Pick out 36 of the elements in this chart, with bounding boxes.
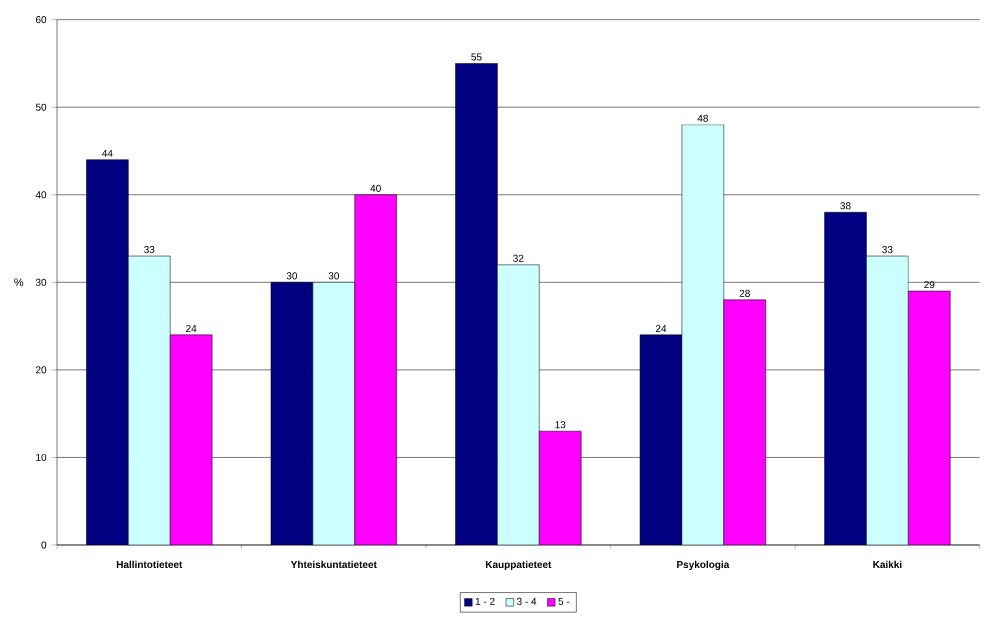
- data-label: 33: [882, 246, 893, 254]
- data-label: 13: [555, 421, 566, 429]
- legend-label: 1 - 2: [475, 597, 495, 605]
- y-tick-label: 20: [35, 366, 47, 374]
- y-tick-label: 10: [36, 453, 47, 461]
- bar: [539, 430, 582, 545]
- legend-label: 5 -: [558, 597, 570, 605]
- y-tick-label: 30: [35, 278, 47, 286]
- data-label: 29: [924, 281, 935, 289]
- data-label: 33: [144, 246, 155, 254]
- bar: [354, 194, 397, 545]
- x-tick-label: Yhteiskuntatieteet: [290, 560, 377, 569]
- y-axis-title: %: [14, 278, 24, 287]
- data-label: 28: [739, 289, 750, 297]
- data-label: 55: [471, 53, 482, 61]
- data-label: 48: [697, 114, 708, 122]
- y-tick-label: 0: [41, 541, 47, 549]
- y-tick-label: 60: [35, 16, 47, 24]
- data-label: 24: [186, 324, 197, 332]
- x-tick-label: Kauppatieteet: [485, 560, 552, 571]
- data-label: 30: [328, 272, 339, 280]
- data-label: 38: [840, 202, 851, 210]
- legend-label: 3 - 4: [516, 597, 537, 605]
- data-label: 40: [370, 184, 381, 192]
- y-tick-label: 50: [35, 103, 47, 111]
- x-tick-label: Psykologia: [677, 560, 730, 571]
- x-tick-label: Hallintotieteet: [116, 560, 183, 569]
- data-label: 32: [513, 254, 524, 262]
- data-label: 30: [286, 272, 298, 280]
- data-label: 24: [655, 324, 667, 332]
- bar: [908, 290, 951, 545]
- bar: [723, 299, 766, 545]
- x-tick-label: Kaikki: [873, 560, 902, 569]
- data-label: 44: [102, 149, 113, 157]
- bar: [169, 334, 213, 545]
- y-tick-label: 40: [35, 191, 47, 199]
